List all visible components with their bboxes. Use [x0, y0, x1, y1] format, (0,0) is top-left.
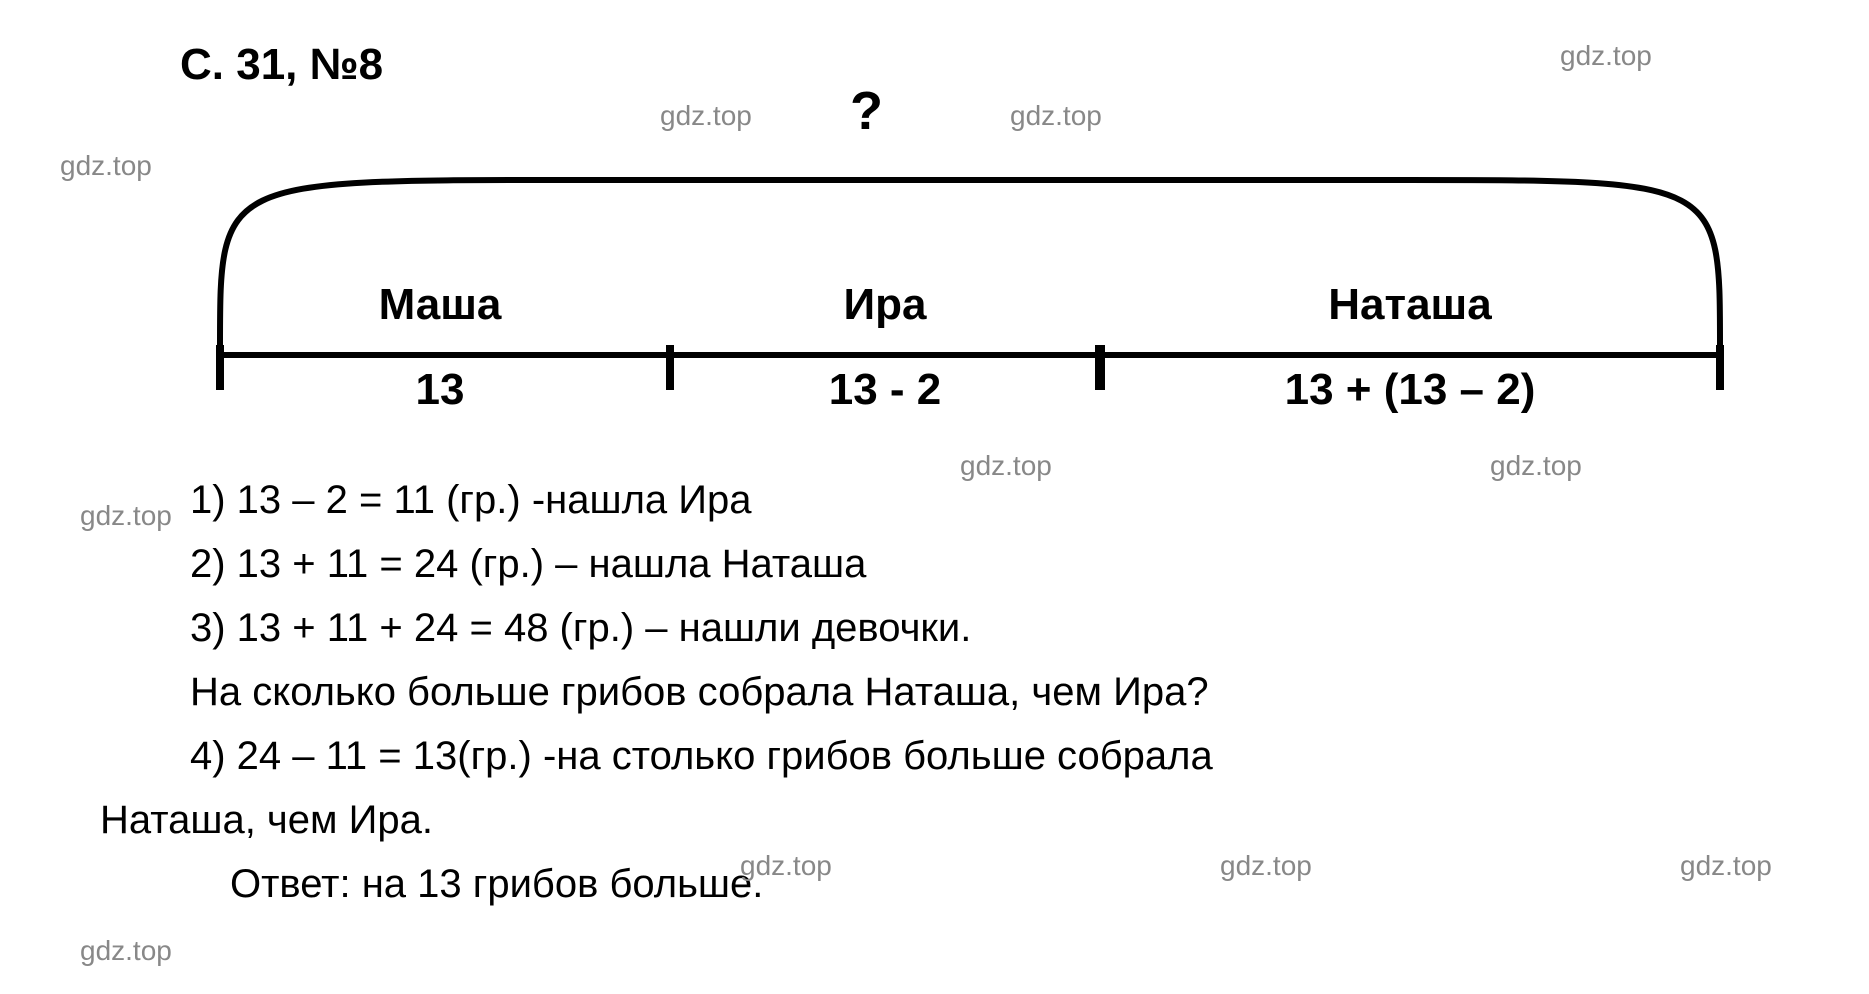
watermark: gdz.top: [740, 850, 832, 882]
sub-question: На сколько больше грибов собрала Наташа,…: [190, 662, 1809, 722]
watermark: gdz.top: [1680, 850, 1772, 882]
step-4-part2: Наташа, чем Ира.: [100, 790, 1809, 850]
segment-name-2: Ира: [670, 280, 1100, 330]
watermark: gdz.top: [80, 935, 172, 967]
watermark: gdz.top: [660, 100, 752, 132]
segment-values: 13 13 - 2 13 + (13 – 2): [210, 365, 1810, 415]
watermark: gdz.top: [1560, 40, 1652, 72]
watermark: gdz.top: [1010, 100, 1102, 132]
watermark: gdz.top: [80, 500, 172, 532]
segment-value-2: 13 - 2: [670, 365, 1100, 415]
segment-name-3: Наташа: [1100, 280, 1720, 330]
solution-block: 1) 13 – 2 = 11 (гр.) -нашла Ира 2) 13 + …: [190, 470, 1809, 914]
answer: Ответ: на 13 грибов больше.: [230, 854, 1809, 914]
segment-names: Маша Ира Наташа: [210, 280, 1810, 330]
watermark: gdz.top: [60, 150, 152, 182]
question-mark: ?: [850, 80, 883, 142]
watermark: gdz.top: [960, 450, 1052, 482]
step-3: 3) 13 + 11 + 24 = 48 (гр.) – нашли девоч…: [190, 598, 1809, 658]
segment-value-3: 13 + (13 – 2): [1100, 365, 1720, 415]
step-4-part1: 4) 24 – 11 = 13(гр.) -на столько грибов …: [190, 726, 1809, 786]
segment-value-1: 13: [210, 365, 670, 415]
watermark: gdz.top: [1220, 850, 1312, 882]
diagram: Маша Ира Наташа 13 13 - 2 13 + (13 – 2): [210, 150, 1810, 430]
watermark: gdz.top: [1490, 450, 1582, 482]
segment-name-1: Маша: [210, 280, 670, 330]
step-2: 2) 13 + 11 = 24 (гр.) – нашла Наташа: [190, 534, 1809, 594]
